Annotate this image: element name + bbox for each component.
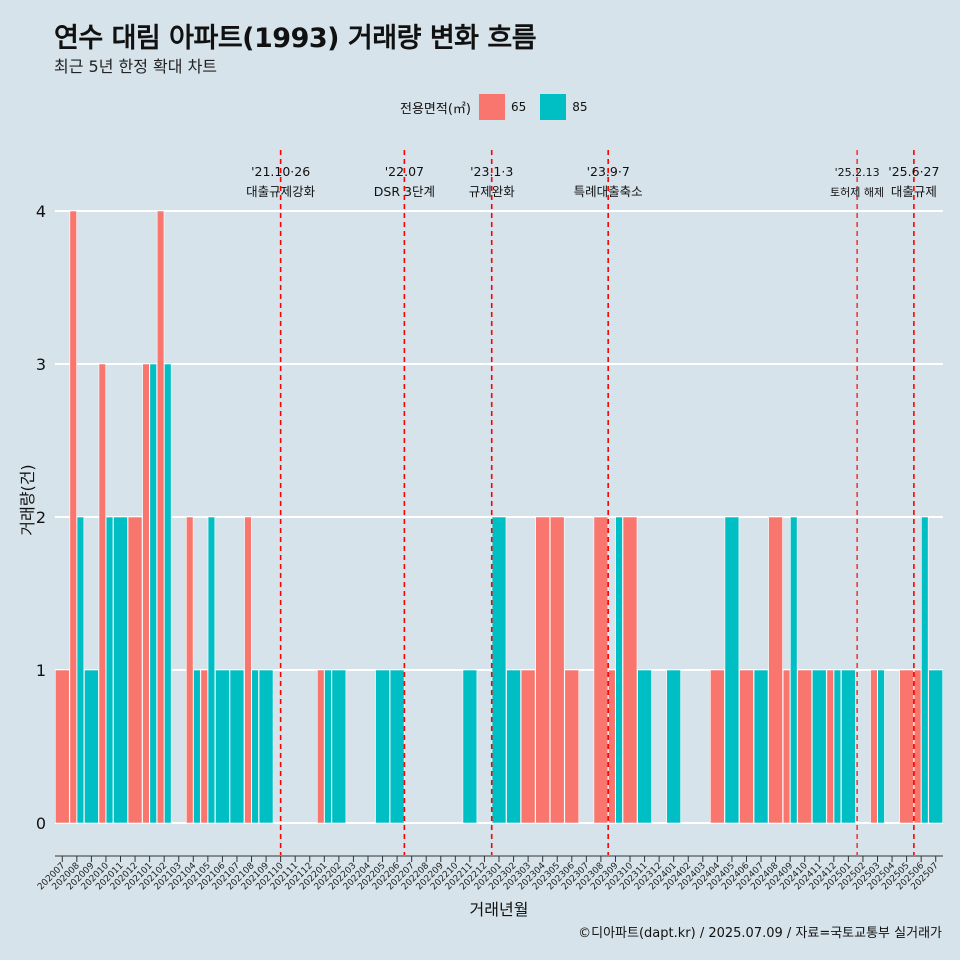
legend-label-85: 85 [572, 100, 588, 114]
y-tick-label-2: 2 [36, 508, 46, 527]
bar-85-202407 [753, 669, 769, 824]
bar-65-202408 [768, 516, 783, 824]
bar-85-202409 [790, 516, 798, 824]
chart-subtitle: 최근 5년 한정 확대 차트 [54, 57, 218, 76]
chart-title: 연수 대림 아파트(1993) 거래량 변화 흐름 [54, 23, 537, 54]
event-label-0: 대출규제강화 [246, 184, 316, 199]
bar-65-202410 [797, 669, 812, 824]
event-date-0: '21.10·26 [251, 164, 310, 179]
event-label-1: DSR 3단계 [374, 184, 435, 199]
bar-85-202412 [833, 669, 842, 824]
y-axis-title: 거래량(건) [18, 464, 37, 535]
bar-85-202401 [666, 669, 681, 824]
event-date-2: '23.1·3 [470, 164, 513, 179]
bar-85-202011 [113, 516, 128, 824]
source-caption: ©디아파트(dapt.kr) / 2025.07.09 / 자료=국토교통부 실… [578, 926, 942, 941]
event-label-4: 토허제 해제 [830, 185, 884, 199]
bar-85-202102 [164, 363, 172, 824]
bar-85-202405 [724, 516, 740, 824]
bar-65-202404 [710, 669, 725, 824]
bar-65-202102 [156, 210, 165, 824]
bar-65-202101 [142, 363, 150, 824]
bar-85-202302 [506, 669, 521, 824]
bar-85-202507 [928, 669, 943, 824]
bar-65-202305 [549, 516, 565, 824]
bar-85-202301 [491, 516, 507, 824]
bar-85-202008 [76, 516, 85, 824]
bar-85-202009 [84, 669, 99, 824]
bar-65-202308 [593, 516, 609, 824]
bar-65-202412 [826, 669, 834, 824]
event-date-4: '25.2.13 [835, 166, 880, 179]
bar-65-202306 [564, 669, 580, 824]
event-label-2: 규제완화 [469, 184, 516, 199]
y-tick-label-4: 4 [36, 202, 46, 221]
bar-65-202303 [520, 669, 536, 824]
y-tick-label-1: 1 [36, 661, 46, 680]
bar-85-202201 [324, 669, 332, 824]
bar-85-202503 [877, 669, 885, 824]
legend-title: 전용면적(㎡) [400, 101, 471, 117]
event-date-3: '23.9·7 [587, 164, 630, 179]
bar-65-202104 [186, 516, 194, 824]
bar-65-202008 [69, 210, 77, 824]
bar-85-202107 [229, 669, 245, 824]
bar-85-202311 [637, 669, 652, 824]
bar-85-202309 [615, 516, 623, 824]
bar-85-202010 [105, 516, 114, 824]
bar-85-202105 [207, 516, 216, 824]
legend-label-65: 65 [510, 100, 527, 114]
legend-key-85 [540, 94, 567, 120]
bar-65-202108 [244, 516, 252, 824]
bar-85-202109 [258, 669, 274, 824]
bar-85-202106 [215, 669, 230, 824]
bar-85-202211 [462, 669, 478, 824]
bar-65-202309 [608, 669, 616, 824]
bar-85-202506 [921, 516, 929, 824]
bar-65-202409 [782, 669, 791, 824]
bar-65-202105 [200, 669, 208, 824]
legend: 전용면적(㎡) 65 85 [400, 93, 602, 121]
event-label-3: 특례대출축소 [574, 184, 643, 199]
bar-85-202411 [811, 669, 827, 824]
bar-65-202505 [899, 669, 914, 824]
bar-65-202506 [913, 669, 922, 824]
bar-65-202012 [127, 516, 143, 824]
bar-65-202310 [622, 516, 638, 824]
bar-65-202201 [317, 669, 325, 824]
bar-65-202010 [98, 363, 107, 824]
legend-key-65 [478, 94, 505, 120]
y-tick-label-0: 0 [36, 814, 46, 833]
x-axis-title: 거래년월 [470, 900, 529, 919]
bar-65-202406 [739, 669, 754, 824]
event-date-1: '22.07 [385, 164, 424, 179]
event-date-5: '25.6·27 [888, 164, 939, 179]
bar-85-202206 [389, 669, 405, 824]
bar-85-202205 [375, 669, 390, 824]
bar-65-202503 [870, 669, 878, 824]
event-label-5: 대출규제 [891, 184, 937, 199]
y-tick-label-3: 3 [36, 355, 46, 374]
bar-85-202104 [193, 669, 201, 824]
bar-85-202108 [251, 669, 259, 824]
bar-65-202304 [535, 516, 550, 824]
bar-65-202007 [54, 669, 70, 824]
bar-85-202501 [841, 669, 856, 824]
bar-85-202101 [149, 363, 157, 824]
bar-85-202202 [331, 669, 347, 824]
